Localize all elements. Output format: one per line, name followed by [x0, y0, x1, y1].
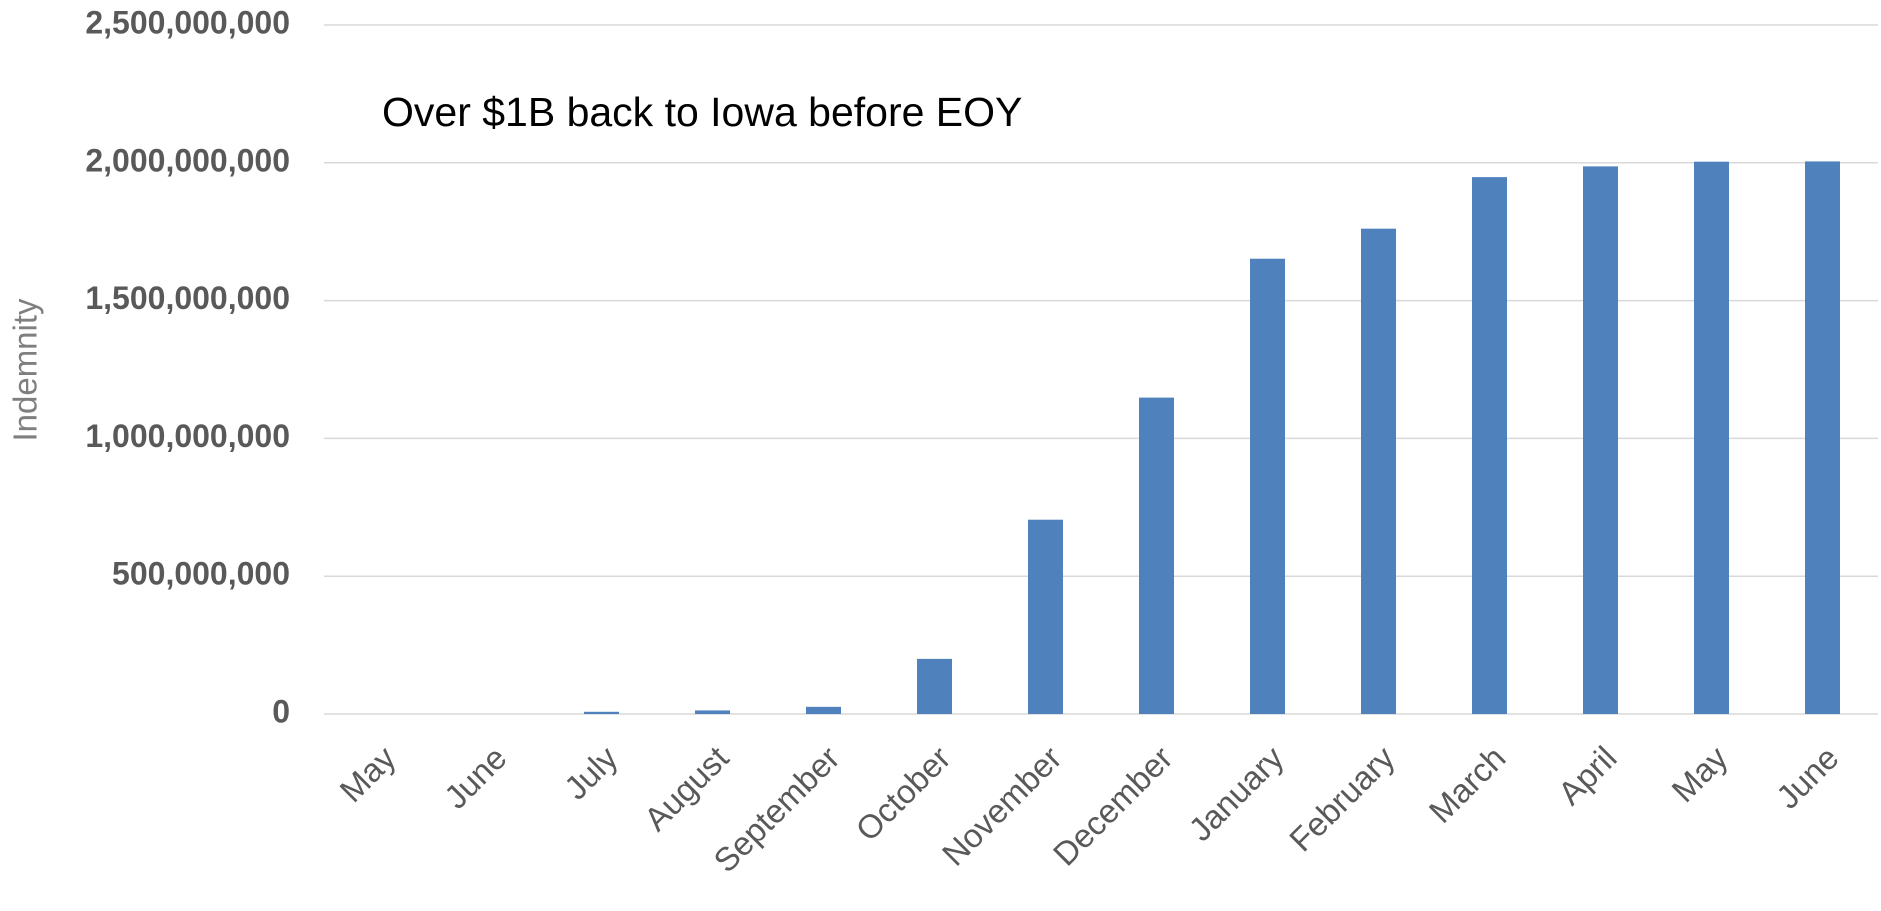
- bar: [1250, 258, 1285, 714]
- x-tick-label: November: [935, 739, 1069, 873]
- x-tick-label: April: [1551, 739, 1624, 812]
- x-tick-label: February: [1282, 739, 1402, 859]
- y-tick-label: 0: [272, 693, 290, 729]
- x-tick-label: August: [637, 739, 736, 838]
- y-tick-label: 1,500,000,000: [85, 280, 290, 316]
- x-tick-label: July: [557, 739, 625, 807]
- y-tick-label: 2,500,000,000: [85, 4, 290, 40]
- y-tick-label: 2,000,000,000: [85, 142, 290, 178]
- bar: [1139, 397, 1174, 714]
- bar: [584, 711, 619, 714]
- x-tick-label: May: [1664, 739, 1735, 810]
- x-tick-label: June: [437, 739, 514, 816]
- x-tick-label: December: [1046, 739, 1180, 873]
- x-tick-label: January: [1181, 739, 1291, 849]
- bar: [695, 710, 730, 714]
- bar: [1583, 166, 1618, 714]
- y-tick-label: 1,000,000,000: [85, 418, 290, 454]
- bar: [1472, 177, 1507, 714]
- bar: [806, 706, 841, 714]
- y-axis-label: Indemnity: [7, 298, 44, 442]
- bar: [917, 658, 952, 714]
- bar: [1361, 228, 1396, 714]
- bar: [1028, 519, 1063, 714]
- annotation: Over $1B back to Iowa before EOY: [382, 89, 1022, 135]
- x-tick-label: May: [332, 739, 403, 810]
- x-tick-label: March: [1422, 739, 1513, 830]
- bar: [1694, 161, 1729, 714]
- x-tick-label: October: [848, 739, 957, 848]
- bar: [1805, 161, 1840, 714]
- y-tick-label: 500,000,000: [112, 556, 290, 592]
- x-tick-label: June: [1769, 739, 1846, 816]
